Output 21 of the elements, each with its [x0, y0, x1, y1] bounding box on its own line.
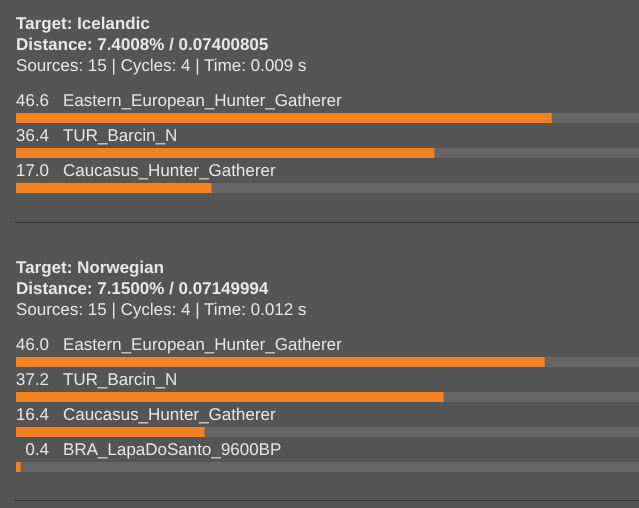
y-tick-label: TUR_Barcin_N	[63, 126, 178, 145]
data-label: 46.0	[16, 334, 49, 354]
bar	[16, 462, 21, 472]
data-label: 46.6	[16, 91, 49, 110]
y-tick-label: Eastern_European_Hunter_Gatherer	[63, 91, 342, 110]
y-tick-label: Caucasus_Hunter_Gatherer	[63, 161, 276, 180]
data-label: 37.2	[16, 370, 49, 388]
data-label: 17.0	[16, 161, 49, 180]
source-note: Sources: 15 | Cycles: 4 | Time: 0.009 s	[16, 56, 306, 75]
chart-subtitle: Distance: 7.4008% / 0.07400805	[16, 35, 268, 54]
chart-title: Target: Icelandic	[16, 14, 150, 33]
y-tick-label: Eastern_European_Hunter_Gatherer	[63, 334, 342, 354]
chart-subtitle: Distance: 7.1500% / 0.07149994	[16, 278, 269, 298]
data-label: 0.4	[25, 440, 49, 458]
y-tick-label: TUR_Barcin_N	[63, 370, 178, 388]
source-note: Sources: 15 | Cycles: 4 | Time: 0.012 s	[16, 300, 306, 318]
data-label: 16.4	[16, 404, 49, 424]
data-label: 36.4	[16, 126, 49, 145]
y-tick-label: Caucasus_Hunter_Gatherer	[63, 404, 276, 424]
y-tick-label: BRA_LapaDoSanto_9600BP	[63, 440, 282, 458]
chart-title: Target: Norwegian	[16, 258, 164, 276]
